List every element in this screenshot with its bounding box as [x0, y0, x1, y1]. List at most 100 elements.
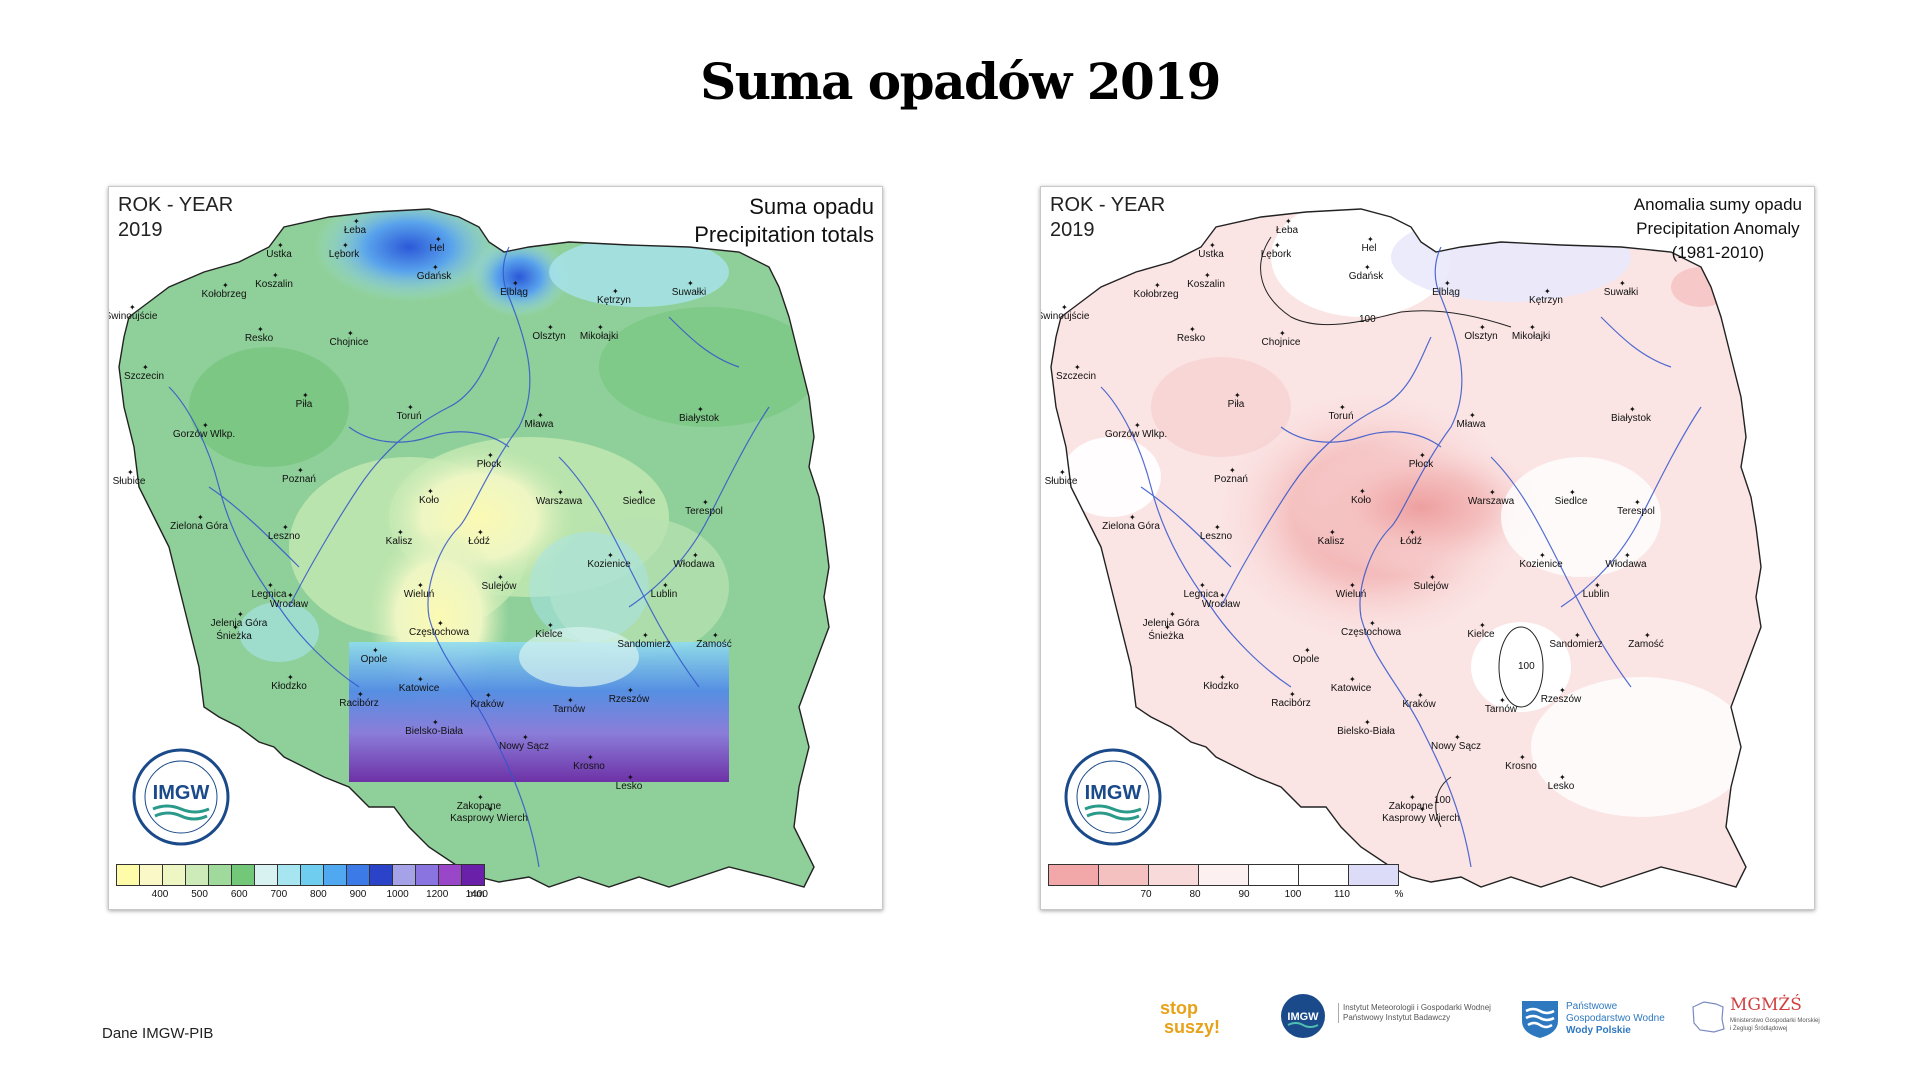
imgw-circle-text: IMGW	[1287, 1011, 1319, 1023]
city-marker-icon: ✦	[1429, 573, 1436, 582]
city-label: Kalisz	[1317, 536, 1345, 547]
city-label: Zamość	[696, 639, 732, 650]
city-label: Hel	[429, 243, 445, 254]
city-marker-icon: ✦	[1539, 551, 1546, 560]
imgw-full-line1: Instytut Meteorologii i Gospodarki Wodne…	[1343, 1003, 1491, 1012]
city-label: Płock	[1408, 459, 1434, 470]
city-label: Piła	[1227, 399, 1245, 410]
city-label: Krosno	[573, 761, 605, 772]
city-marker-icon: ✦	[1339, 403, 1346, 412]
city-label: Olsztyn	[532, 331, 566, 342]
city-marker-icon: ✦	[477, 793, 484, 802]
legend-color-box	[186, 865, 209, 885]
city-label: Toruń	[396, 411, 422, 422]
city-marker-icon: ✦	[202, 421, 209, 430]
city-marker-icon: ✦	[142, 363, 149, 372]
city-label: Zakopane	[456, 801, 502, 812]
city-marker-icon: ✦	[1574, 631, 1581, 640]
city-marker-icon: ✦	[1454, 733, 1461, 742]
city-label: Toruń	[1328, 411, 1354, 422]
city-label: Mikołajki	[579, 331, 619, 342]
legend: 400 500 600 700 800 900 1000 1200 1400 mm	[116, 864, 488, 902]
map-title-line3: (1981-2010)	[1671, 243, 1765, 262]
precipitation-anomaly-map: 100 100 100	[1050, 208, 1762, 888]
city-marker-icon: ✦	[1229, 466, 1236, 475]
stop-suszy-line2: suszy!	[1164, 1017, 1221, 1037]
city-marker-icon: ✦	[1214, 523, 1221, 532]
wody-line3: Wody Polskie	[1566, 1025, 1631, 1036]
city-label: Gdańsk	[416, 271, 452, 282]
city-marker-icon: ✦	[1529, 323, 1536, 332]
city-label: Łódź	[468, 536, 490, 547]
legend-color-box	[1149, 865, 1199, 885]
city-label: Jelenia Góra	[210, 618, 268, 629]
city-marker-icon: ✦	[512, 279, 519, 288]
city-label: Łódź	[1400, 536, 1422, 547]
city-marker-icon: ✦	[1169, 610, 1176, 619]
city-label: Kłodzko	[271, 681, 307, 692]
city-label: Kętrzyn	[597, 295, 631, 306]
city-label: Poznań	[1214, 474, 1248, 485]
city-marker-icon: ✦	[1199, 581, 1206, 590]
city-marker-icon: ✦	[1359, 487, 1366, 496]
city-label: Legnica	[251, 589, 287, 600]
legend-unit: mm	[467, 889, 485, 900]
wody-line1: Państwowe	[1566, 1001, 1618, 1012]
city-marker-icon: ✦	[1154, 281, 1161, 290]
legend-color-box	[140, 865, 163, 885]
city-label: Świnoujście	[108, 311, 158, 322]
city-label: Kozienice	[587, 559, 631, 570]
imgw-pib-logo: IMGW Instytut Meteorologii i Gospodarki …	[1280, 993, 1500, 1043]
legend-color-box	[278, 865, 301, 885]
city-marker-icon: ✦	[432, 263, 439, 272]
city-marker-icon: ✦	[627, 773, 634, 782]
city-marker-icon: ✦	[417, 581, 424, 590]
legend-color-box	[347, 865, 370, 885]
city-marker-icon: ✦	[557, 488, 564, 497]
city-label: Leszno	[1199, 531, 1233, 542]
legend-tick-label: 100	[1284, 889, 1302, 900]
wody-line2: Gospodarstwo Wodne	[1566, 1013, 1665, 1024]
city-marker-icon: ✦	[1629, 405, 1636, 414]
city-marker-icon: ✦	[1134, 421, 1141, 430]
city-label: Leszno	[267, 531, 301, 542]
city-marker-icon: ✦	[1419, 805, 1426, 814]
contour-label: 100	[1434, 795, 1451, 806]
city-label: Kielce	[535, 629, 563, 640]
city-marker-icon: ✦	[597, 323, 604, 332]
city-marker-icon: ✦	[1285, 217, 1292, 226]
city-marker-icon: ✦	[1349, 581, 1356, 590]
city-label: Racibórz	[339, 698, 379, 709]
city-label: Kasprowy Wierch	[1382, 813, 1460, 824]
city-marker-icon: ✦	[627, 686, 634, 695]
legend: 70 80 90 100 110%	[1048, 864, 1403, 902]
city-marker-icon: ✦	[1234, 391, 1241, 400]
map-title-line1: Anomalia sumy opadu	[1633, 195, 1802, 214]
stop-suszy-line1: stop	[1160, 998, 1198, 1018]
city-marker-icon: ✦	[1544, 287, 1551, 296]
city-marker-icon: ✦	[1129, 513, 1136, 522]
city-marker-icon: ✦	[697, 405, 704, 414]
city-marker-icon: ✦	[487, 805, 494, 814]
city-label: Gorzów Wlkp.	[1104, 429, 1168, 440]
city-marker-icon: ✦	[547, 323, 554, 332]
legend-tick-label: 1400	[465, 889, 488, 900]
city-marker-icon: ✦	[712, 631, 719, 640]
city-label: Łeba	[343, 225, 367, 236]
city-marker-icon: ✦	[1349, 675, 1356, 684]
city-marker-icon: ✦	[1559, 773, 1566, 782]
city-label: Białystok	[1610, 413, 1652, 424]
stop-suszy-logo: stop suszy!	[1160, 999, 1230, 1045]
page-title: Suma opadów 2019	[700, 52, 1221, 111]
city-label: Resko	[1176, 333, 1206, 344]
mgmzs-line1: Ministerstwo Gospodarki Morskiej	[1730, 1018, 1820, 1024]
city-label: Rzeszów	[1540, 694, 1582, 705]
precipitation-totals-map-panel: ROK - YEAR 2019 Suma opadu Precipitation…	[108, 186, 883, 910]
imgw-circle-icon: IMGW	[1281, 994, 1325, 1038]
city-label: Lębork	[1260, 249, 1292, 260]
contour-label: 100	[1359, 314, 1376, 325]
legend-color-box	[1299, 865, 1349, 885]
city-marker-icon: ✦	[477, 528, 484, 537]
city-label: Jelenia Góra	[1142, 618, 1200, 629]
